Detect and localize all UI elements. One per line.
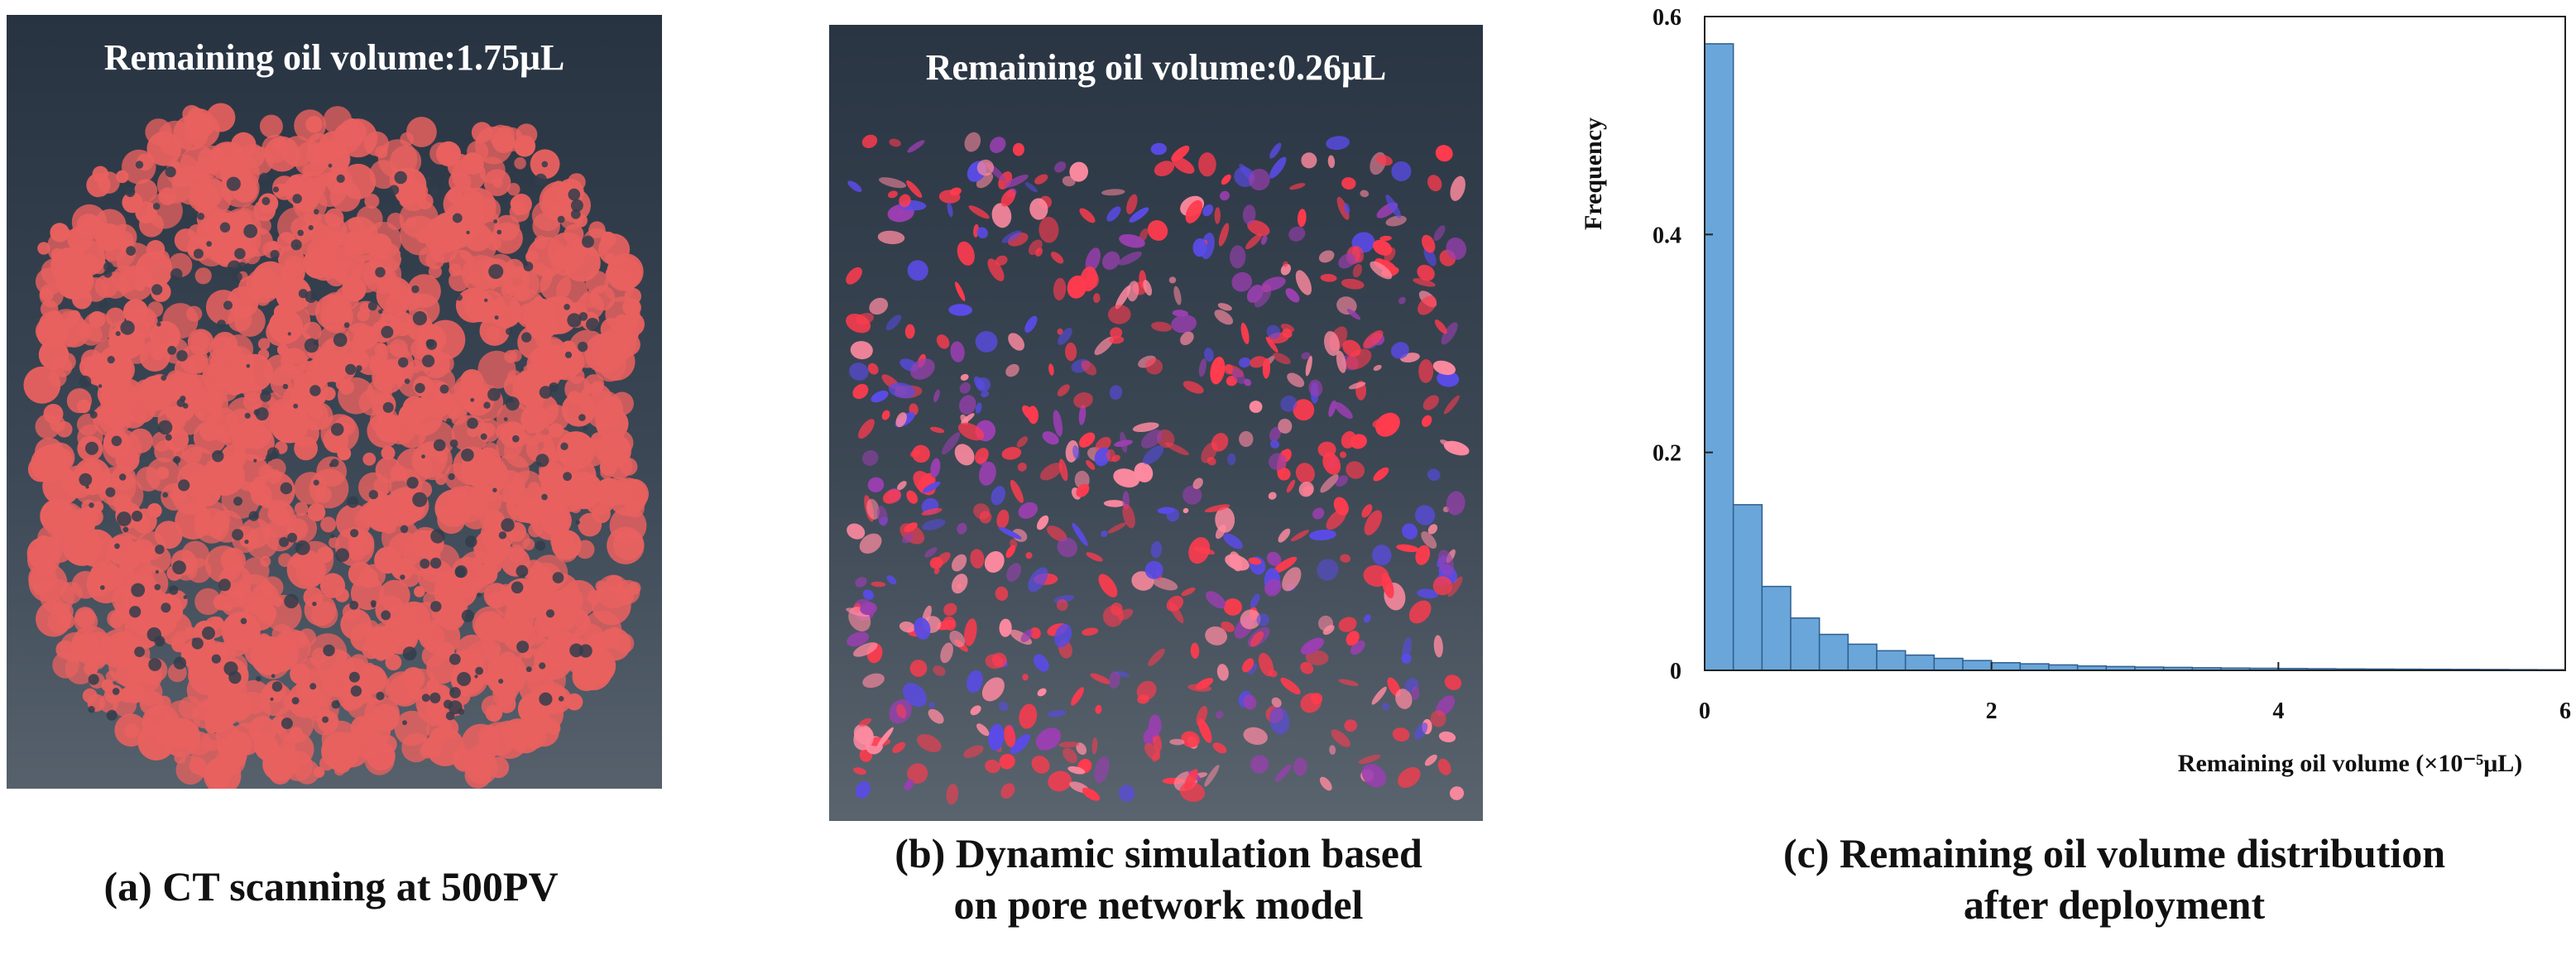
histogram-bar: [1962, 660, 1993, 671]
caption-a-line1: (a) CT scanning at 500PV: [103, 863, 559, 910]
caption-b: (b) Dynamic simulation based on pore net…: [770, 828, 1547, 930]
histogram-bar: [1761, 585, 1792, 671]
ct-oil-render: [23, 103, 649, 789]
y-tick-label: 0.6: [1653, 5, 1681, 31]
caption-c: (c) Remaining oil volume distribution af…: [1655, 828, 2574, 930]
y-axis-label: Frequency: [1580, 118, 1607, 230]
x-tick-label: 6: [2559, 698, 2571, 724]
plot-frame: [1704, 16, 2566, 671]
pore-hole-group: [79, 161, 600, 730]
oil-droplet-group: [846, 132, 1470, 805]
y-tick-label: 0.4: [1653, 223, 1681, 248]
histogram-bar: [1904, 654, 1936, 671]
x-tick-label: 4: [2272, 698, 2284, 724]
histogram-bar: [1990, 662, 2022, 671]
simulation-remaining-oil-label: Remaining oil volume:0.26μL: [925, 47, 1387, 88]
x-axis-label: Remaining oil volume (×10⁻⁵μL): [2178, 750, 2522, 777]
oil-volume-histogram: 0 0.2 0.4 0.6 0 2 4 6 Frequency Remaining oil v…: [1580, 5, 2571, 777]
x-tick-label: 0: [1699, 698, 1710, 724]
histogram-bar: [1847, 643, 1878, 671]
caption-c-line1: (c) Remaining oil volume distribution: [1782, 830, 2446, 876]
y-tick-label: 0: [1670, 659, 1681, 684]
ct-scan-image: Remaining oil volume:1.75μL: [7, 15, 662, 789]
histogram-axes: 0 0.2 0.4 0.6 0 2 4 6: [1653, 5, 2571, 724]
histogram-bar: [2019, 663, 2050, 671]
histogram-bar: [1790, 617, 1820, 671]
histogram-bars: [1704, 43, 2566, 671]
histogram-bar: [1933, 657, 1964, 671]
caption-a: (a) CT scanning at 500PV: [17, 861, 645, 912]
y-tick-label: 0.2: [1653, 441, 1681, 467]
histogram-bar: [1876, 650, 1907, 671]
oil-cluster-group: [23, 103, 649, 789]
histogram-bar: [1732, 504, 1763, 671]
ct-remaining-oil-label: Remaining oil volume:1.75μL: [103, 37, 565, 78]
x-tick-label: 2: [1986, 698, 1998, 724]
caption-b-line1: (b) Dynamic simulation based: [895, 830, 1422, 876]
simulation-oil-render: [846, 132, 1470, 805]
histogram-bar: [1818, 633, 1849, 671]
caption-c-line2: after deployment: [1963, 881, 2266, 928]
caption-b-line2: on pore network model: [953, 881, 1364, 928]
histogram-bar: [1704, 43, 1734, 671]
pore-network-simulation-image: Remaining oil volume:0.26μL: [829, 25, 1483, 821]
